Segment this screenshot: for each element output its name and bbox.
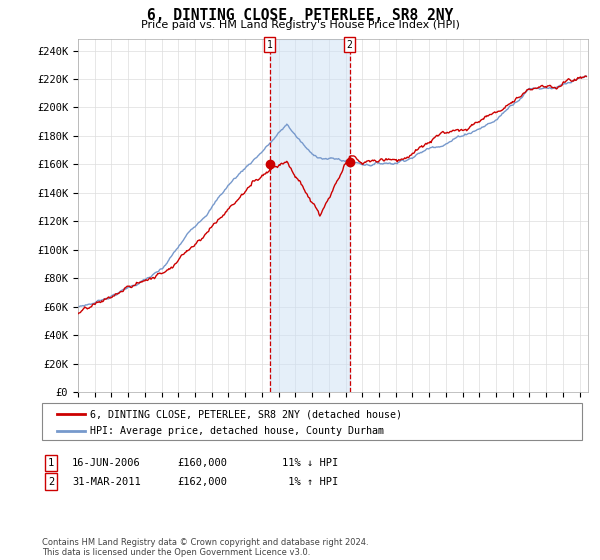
Text: 16-JUN-2006: 16-JUN-2006 (72, 458, 141, 468)
Text: 1: 1 (48, 458, 54, 468)
Text: 2: 2 (48, 477, 54, 487)
Text: £162,000: £162,000 (177, 477, 227, 487)
Text: 2: 2 (347, 40, 353, 50)
Text: 11% ↓ HPI: 11% ↓ HPI (282, 458, 338, 468)
Text: 31-MAR-2011: 31-MAR-2011 (72, 477, 141, 487)
Bar (269, 39, 350, 392)
Text: Contains HM Land Registry data © Crown copyright and database right 2024.
This d: Contains HM Land Registry data © Crown c… (42, 538, 368, 557)
Text: 6, DINTING CLOSE, PETERLEE, SR8 2NY: 6, DINTING CLOSE, PETERLEE, SR8 2NY (147, 8, 453, 24)
Text: 1% ↑ HPI: 1% ↑ HPI (282, 477, 338, 487)
Text: 6, DINTING CLOSE, PETERLEE, SR8 2NY (detached house): 6, DINTING CLOSE, PETERLEE, SR8 2NY (det… (90, 409, 402, 419)
Text: Price paid vs. HM Land Registry's House Price Index (HPI): Price paid vs. HM Land Registry's House … (140, 20, 460, 30)
Text: 1: 1 (266, 40, 272, 50)
Text: HPI: Average price, detached house, County Durham: HPI: Average price, detached house, Coun… (90, 426, 384, 436)
Text: £160,000: £160,000 (177, 458, 227, 468)
